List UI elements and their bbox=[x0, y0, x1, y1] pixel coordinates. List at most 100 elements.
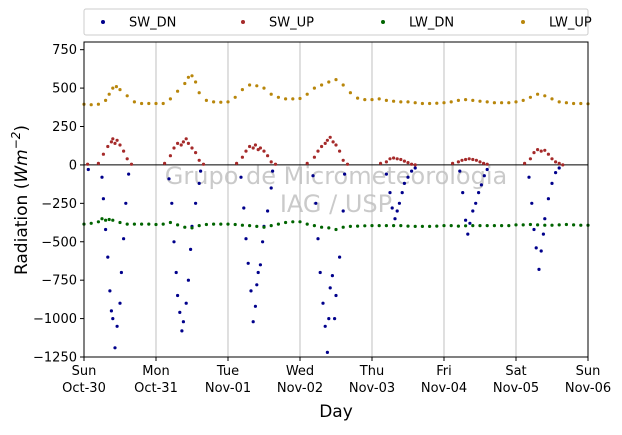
data-point bbox=[543, 94, 547, 98]
data-point bbox=[181, 140, 185, 144]
data-point bbox=[118, 88, 122, 92]
data-point bbox=[456, 224, 460, 228]
data-point bbox=[479, 183, 483, 187]
data-point bbox=[276, 95, 280, 99]
data-point bbox=[204, 222, 208, 227]
data-point bbox=[413, 166, 417, 170]
data-point bbox=[253, 143, 257, 147]
data-point bbox=[471, 157, 475, 162]
data-point bbox=[170, 201, 174, 205]
data-point bbox=[345, 162, 350, 166]
data-point bbox=[104, 227, 108, 232]
x-tick-label-date: Nov-01 bbox=[205, 381, 251, 396]
data-point bbox=[271, 169, 275, 173]
y-axis-label-unit: Wm bbox=[12, 149, 32, 182]
legend-label: SW_DN bbox=[129, 16, 176, 31]
data-point bbox=[255, 283, 259, 287]
data-point bbox=[161, 101, 165, 106]
data-point bbox=[400, 191, 404, 195]
data-point bbox=[485, 167, 489, 172]
data-point bbox=[395, 157, 399, 161]
data-point bbox=[485, 162, 489, 166]
data-point bbox=[341, 158, 345, 162]
data-point bbox=[528, 222, 533, 227]
y-tick-label: −1250 bbox=[33, 351, 77, 366]
data-point bbox=[244, 237, 248, 241]
data-point bbox=[253, 304, 257, 308]
data-point bbox=[269, 92, 273, 96]
data-point bbox=[507, 224, 511, 228]
data-point bbox=[541, 232, 546, 236]
data-point bbox=[370, 224, 374, 228]
data-point bbox=[328, 135, 332, 139]
data-point bbox=[201, 162, 206, 166]
data-point bbox=[478, 160, 482, 164]
data-point bbox=[284, 97, 288, 101]
x-tick-label-date: Nov-05 bbox=[493, 381, 539, 396]
x-tick-label-day: Sun bbox=[576, 364, 601, 379]
data-point bbox=[262, 225, 266, 229]
data-point bbox=[485, 100, 489, 104]
data-point bbox=[406, 175, 410, 179]
data-point bbox=[186, 75, 190, 79]
data-point bbox=[392, 99, 396, 103]
data-point bbox=[284, 220, 288, 225]
data-point bbox=[492, 224, 496, 228]
data-point bbox=[86, 162, 90, 166]
data-point bbox=[468, 221, 472, 225]
y-tick-label: 500 bbox=[52, 82, 77, 97]
data-point bbox=[348, 91, 352, 95]
data-point bbox=[320, 144, 324, 149]
data-point bbox=[532, 227, 536, 232]
data-point bbox=[233, 95, 237, 99]
data-point bbox=[420, 101, 424, 106]
series-layer bbox=[82, 74, 590, 354]
data-point bbox=[320, 225, 324, 229]
y-tick-label: 250 bbox=[52, 120, 77, 135]
data-point bbox=[537, 267, 541, 271]
data-point bbox=[115, 138, 119, 142]
data-point bbox=[523, 161, 527, 165]
data-point bbox=[554, 171, 558, 175]
data-point bbox=[532, 151, 536, 155]
data-point bbox=[323, 141, 327, 145]
data-point bbox=[104, 98, 108, 102]
data-point bbox=[406, 161, 410, 165]
data-point bbox=[554, 160, 558, 164]
data-point bbox=[356, 96, 360, 100]
x-axis-label: Day bbox=[319, 402, 353, 422]
data-point bbox=[248, 224, 252, 228]
data-point bbox=[240, 155, 244, 159]
data-point bbox=[402, 159, 406, 163]
x-tick-label-date: Oct-31 bbox=[134, 381, 178, 396]
data-point bbox=[240, 88, 244, 92]
data-point bbox=[557, 161, 561, 165]
data-point bbox=[248, 144, 252, 149]
data-point bbox=[325, 138, 329, 142]
x-tick-label-day: Tue bbox=[216, 364, 239, 379]
data-point bbox=[579, 223, 583, 227]
data-point bbox=[478, 99, 482, 103]
data-point bbox=[256, 270, 260, 275]
data-point bbox=[276, 222, 280, 226]
data-point bbox=[338, 149, 342, 153]
legend-marker bbox=[521, 20, 525, 24]
data-point bbox=[172, 146, 176, 150]
data-point bbox=[111, 317, 115, 321]
data-point bbox=[471, 209, 475, 213]
data-point bbox=[384, 98, 388, 102]
data-point bbox=[550, 223, 554, 227]
data-point bbox=[194, 80, 198, 84]
data-point bbox=[96, 220, 100, 224]
series-lw-dn bbox=[82, 217, 590, 232]
data-point bbox=[557, 223, 561, 227]
data-point bbox=[388, 191, 392, 195]
data-point bbox=[471, 224, 475, 228]
data-point bbox=[197, 91, 201, 95]
data-point bbox=[338, 255, 342, 259]
data-point bbox=[140, 222, 144, 226]
data-point bbox=[244, 149, 248, 153]
legend: SW_DN SW_UP LW_DN LW_UP bbox=[83, 8, 592, 36]
data-point bbox=[467, 157, 471, 161]
data-point bbox=[291, 220, 295, 224]
